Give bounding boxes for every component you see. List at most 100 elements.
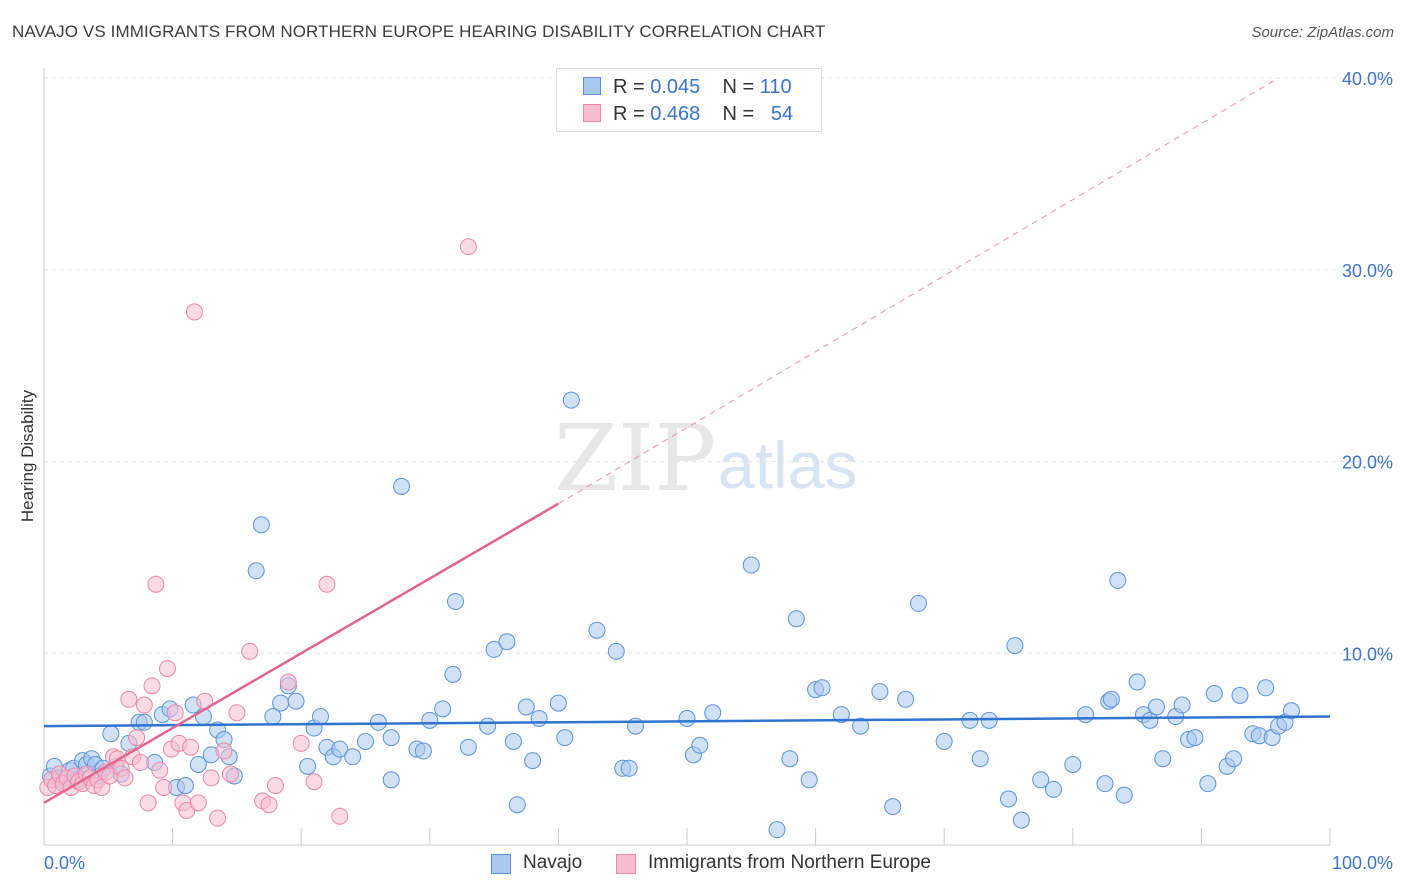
navajo-point-96 — [1012, 811, 1030, 829]
legend-n-value-navajo: 110 — [759, 76, 792, 98]
immigrants-point-30 — [155, 778, 173, 796]
navajo-point-105 — [1115, 786, 1133, 804]
navajo-point-118 — [1225, 750, 1243, 768]
navajo-point-35 — [272, 694, 290, 712]
y-tick-label-3: 40.0% — [1342, 69, 1393, 89]
legend-r-label: R = — [613, 103, 645, 125]
immigrants-point-46 — [241, 642, 259, 660]
y-tick-label-2: 30.0% — [1342, 261, 1393, 281]
navajo-point-52 — [421, 711, 439, 729]
navajo-point-81 — [800, 771, 818, 789]
immigrants-point-41 — [202, 769, 220, 787]
navajo-point-93 — [980, 711, 998, 729]
navajo-point-33 — [252, 516, 270, 534]
legend-r-value-navajo: 0.045 — [650, 76, 701, 98]
legend-swatch-navajo — [583, 77, 601, 95]
navajo-point-49 — [393, 477, 411, 495]
immigrants-point-26 — [139, 794, 157, 812]
navajo-point-99 — [1064, 755, 1082, 773]
immigrants-point-21 — [120, 690, 138, 708]
legend-n-label: N = — [722, 76, 755, 98]
navajo-point-46 — [369, 713, 387, 731]
navajo-point-89 — [909, 594, 927, 612]
navajo-point-119 — [1231, 686, 1249, 704]
immigrants-point-44 — [221, 765, 239, 783]
immigrants-point-31 — [158, 660, 176, 678]
y-tick-label-1: 20.0% — [1342, 453, 1393, 473]
navajo-point-63 — [524, 752, 542, 770]
navajo-point-51 — [414, 742, 432, 760]
navajo-point-64 — [530, 709, 548, 727]
bottom-legend-swatch-navajo — [491, 854, 511, 874]
navajo-point-84 — [832, 706, 850, 724]
immigrants-point-54 — [331, 807, 349, 825]
tick-labels: 10.0% 20.0% 30.0% 40.0% 0.0% 100.0% — [44, 69, 1393, 873]
navajo-point-77 — [742, 556, 760, 574]
immigrants-point-52 — [305, 773, 323, 791]
navajo-point-60 — [504, 732, 522, 750]
navajo-point-55 — [447, 592, 465, 610]
immigrants-point-38 — [185, 303, 203, 321]
navajo-point-100 — [1077, 706, 1095, 724]
navajo-trend-line — [43, 715, 1331, 728]
immigrants-point-51 — [292, 734, 310, 752]
immigrants-point-29 — [151, 761, 169, 779]
navajo-point-54 — [444, 665, 462, 683]
immigrants-point-20 — [116, 769, 134, 787]
immigrants-point-42 — [209, 809, 227, 827]
navajo-point-67 — [562, 391, 580, 409]
legend-n-label: N = — [722, 103, 755, 125]
navajo-point-112 — [1173, 696, 1191, 714]
navajo-point-110 — [1154, 750, 1172, 768]
navajo-point-57 — [479, 717, 497, 735]
axes — [43, 68, 1331, 846]
navajo-point-78 — [768, 821, 786, 839]
navajo-point-62 — [517, 698, 535, 716]
immigrants-point-24 — [131, 754, 149, 772]
navajo-point-40 — [311, 708, 329, 726]
navajo-point-109 — [1147, 698, 1165, 716]
bottom-legend-label-immigrants: Immigrants from Northern Europe — [648, 852, 931, 873]
navajo-point-95 — [1006, 637, 1024, 655]
navajo-point-122 — [1257, 679, 1275, 697]
trend-lines — [43, 77, 1331, 804]
navajo-point-80 — [787, 610, 805, 628]
immigrants-point-55 — [459, 238, 477, 256]
navajo-point-71 — [620, 759, 638, 777]
navajo-point-101 — [1096, 775, 1114, 793]
immigrants-point-37 — [182, 738, 200, 756]
immigrants-point-49 — [266, 777, 284, 795]
navajo-point-75 — [691, 736, 709, 754]
navajo-point-85 — [852, 717, 870, 735]
immigrants-point-33 — [166, 704, 184, 722]
navajo-point-32 — [247, 562, 265, 580]
navajo-point-73 — [678, 709, 696, 727]
navajo-point-98 — [1045, 780, 1063, 798]
navajo-point-48 — [382, 729, 400, 747]
immigrants-point-53 — [318, 575, 336, 593]
immigrants-point-28 — [147, 575, 165, 593]
navajo-point-53 — [434, 700, 452, 718]
source-credit: Source: ZipAtlas.com — [1251, 24, 1394, 41]
immigrants-point-27 — [143, 677, 161, 695]
legend-text-navajo: R = 0.045 N = 110 — [613, 76, 792, 99]
navajo-point-83 — [813, 679, 831, 697]
legend-r-value-immigrants: 0.468 — [650, 103, 701, 125]
navajo-point-38 — [299, 757, 317, 775]
navajo-point-115 — [1199, 775, 1217, 793]
navajo-point-25 — [189, 755, 207, 773]
navajo-point-88 — [897, 690, 915, 708]
navajo-point-58 — [485, 640, 503, 658]
immigrants-point-45 — [228, 704, 246, 722]
navajo-point-90 — [935, 732, 953, 750]
immigrants-trend-line — [43, 502, 560, 804]
legend-r-label: R = — [613, 76, 645, 98]
navajo-point-61 — [508, 796, 526, 814]
navajo-point-45 — [357, 732, 374, 750]
immigrants-point-48 — [260, 796, 278, 814]
y-axis-label: Hearing Disability — [18, 389, 37, 522]
navajo-point-66 — [556, 729, 574, 747]
immigrants-point-23 — [128, 729, 146, 747]
gridlines — [44, 77, 1392, 654]
